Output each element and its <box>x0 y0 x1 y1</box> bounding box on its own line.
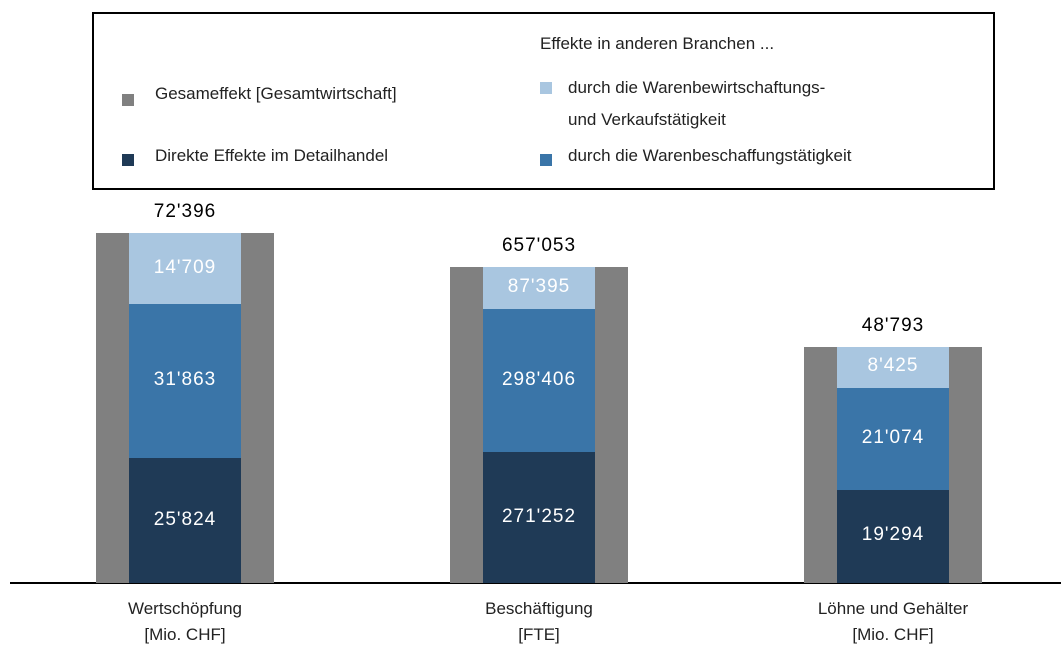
bar-segment <box>129 304 241 459</box>
legend-swatch <box>122 154 134 166</box>
x-tick-label: Beschäftigung [FTE] <box>485 599 593 644</box>
total-label: 72'396 <box>153 201 217 223</box>
segment-label: 14'709 <box>153 256 217 278</box>
bar-segment <box>483 452 595 583</box>
legend-label: Gesameffekt [Gesamtwirtschaft] <box>155 84 397 103</box>
legend-title: Effekte in anderen Branchen ... <box>540 34 775 53</box>
bar-segment <box>837 347 949 388</box>
bar-segment <box>837 387 949 490</box>
baseline <box>10 582 1061 584</box>
segment-label: 21'074 <box>861 426 925 448</box>
segment-label: 8'425 <box>867 355 919 377</box>
legend-label: durch die Warenbewirtschaftungs- und Ver… <box>568 78 826 129</box>
x-tick-label: Wertschöpfung [Mio. CHF] <box>127 599 243 644</box>
segment-label: 298'406 <box>501 368 577 390</box>
total-label: 657'053 <box>501 234 577 256</box>
segment-label: 25'824 <box>153 508 217 530</box>
legend-label: Direkte Effekte im Detailhandel <box>155 146 389 165</box>
bar-segment <box>483 308 595 453</box>
total-label: 48'793 <box>861 315 925 337</box>
x-tick-label: Löhne und Gehälter [Mio. CHF] <box>817 599 969 644</box>
legend-swatch <box>540 82 552 94</box>
legend <box>92 12 995 190</box>
segment-label: 271'252 <box>501 505 577 527</box>
segment-label: 31'863 <box>153 369 217 391</box>
bar-segment <box>837 489 949 583</box>
segment-label: 87'395 <box>507 275 571 297</box>
legend-swatch <box>540 154 552 166</box>
segment-label: 19'294 <box>861 524 925 546</box>
bar-segment <box>483 266 595 309</box>
bar-segment <box>129 233 241 305</box>
bar-segment <box>129 458 241 583</box>
legend-swatch <box>122 94 134 106</box>
legend-label: durch die Warenbeschaffungstätigkeit <box>568 146 852 165</box>
